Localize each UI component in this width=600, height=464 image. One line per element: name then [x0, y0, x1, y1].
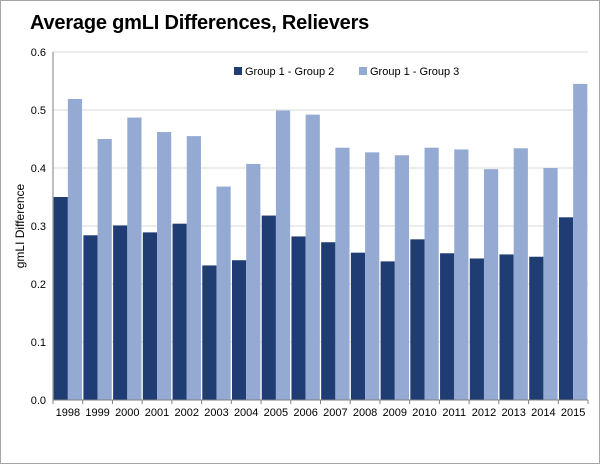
- bar-group1-group2-2014: [529, 256, 544, 400]
- y-tick-label: 0.5: [31, 105, 46, 117]
- bar-group1-group2-2012: [469, 258, 484, 400]
- bar-group1-group2-2004: [231, 260, 247, 400]
- bar-group1-group3-2006: [305, 114, 320, 400]
- bar-group1-group2-2002: [172, 223, 187, 400]
- bar-group1-group2-2010: [410, 239, 425, 400]
- bar-group1-group2-2001: [142, 232, 158, 400]
- bar-group1-group2-2011: [440, 253, 455, 400]
- x-tick-label: 2003: [204, 407, 228, 419]
- x-tick-label: 2006: [293, 407, 317, 419]
- grid-lines: [53, 51, 588, 343]
- x-tick-label: 2001: [145, 407, 169, 419]
- x-tick-label: 2012: [472, 407, 496, 419]
- x-tick-label: 2014: [531, 407, 555, 419]
- bar-group1-group2-2015: [558, 217, 574, 400]
- bar-group1-group3-2002: [186, 136, 201, 400]
- legend-label: Group 1 - Group 2: [245, 66, 334, 78]
- x-tick-label: 2013: [501, 407, 525, 419]
- bar-group1-group2-2005: [261, 215, 276, 400]
- bar-group1-group3-2010: [424, 147, 439, 400]
- legend-label: Group 1 - Group 3: [370, 66, 459, 78]
- axes: [52, 52, 589, 404]
- x-tick-label: 2000: [115, 407, 139, 419]
- y-axis-label: gmLI Difference: [13, 183, 27, 268]
- x-tick-label: 2004: [234, 407, 258, 419]
- legend-swatch: [234, 67, 242, 75]
- x-tick-label: 2005: [264, 407, 288, 419]
- x-tick-label: 2002: [175, 407, 199, 419]
- bar-group1-group3-2005: [275, 110, 291, 400]
- x-tick-label: 2011: [442, 407, 466, 419]
- bar-group1-group2-2008: [350, 252, 366, 400]
- y-tick-label: 0.6: [31, 47, 46, 59]
- legend: Group 1 - Group 2 Group 1 - Group 3: [234, 66, 459, 78]
- bar-group1-group2-2013: [499, 254, 514, 400]
- y-tick-label: 0.4: [31, 163, 46, 175]
- bar-group1-group3-2003: [216, 186, 231, 400]
- bar-group1-group3-1998: [67, 98, 83, 400]
- bar-group1-group3-2011: [454, 149, 469, 400]
- x-tick-label: 2010: [412, 407, 436, 419]
- bar-group1-group3-2014: [543, 168, 558, 400]
- bars: [53, 83, 588, 401]
- bar-group1-group2-1999: [83, 235, 98, 400]
- bar-group1-group2-2003: [202, 265, 217, 400]
- x-tick-label: 1999: [85, 407, 109, 419]
- bar-group1-group2-2000: [113, 225, 128, 400]
- x-tick-label: 2015: [561, 407, 585, 419]
- y-tick-labels: 0.0 0.1 0.2 0.3 0.4 0.5 0.6: [31, 47, 46, 407]
- y-tick-label: 0.0: [31, 395, 46, 407]
- y-tick-label: 0.1: [31, 337, 46, 349]
- bar-group1-group2-2007: [321, 242, 336, 400]
- bar-group1-group2-2009: [380, 261, 395, 400]
- bar-group1-group3-2001: [157, 132, 172, 401]
- bar-group1-group3-2004: [246, 163, 261, 400]
- bar-group1-group3-2000: [127, 117, 142, 400]
- legend-swatch: [359, 67, 367, 75]
- x-tick-label: 2008: [353, 407, 377, 419]
- x-tick-label: 1998: [56, 407, 80, 419]
- y-tick-label: 0.3: [31, 221, 46, 233]
- bar-group1-group3-2015: [573, 83, 588, 401]
- chart-title: Average gmLI Differences, Relievers: [30, 12, 370, 34]
- x-tick-labels: 1998 1999 2000 2001 2002 2003 2004 2005 2006 2007…: [56, 407, 586, 419]
- bar-group1-group3-2008: [365, 152, 380, 400]
- x-tick-label: 2007: [323, 407, 347, 419]
- bar-group1-group3-2012: [483, 169, 499, 400]
- bar-group1-group2-2006: [291, 236, 306, 400]
- bar-group1-group3-1999: [97, 139, 112, 400]
- bar-group1-group2-1998: [53, 197, 68, 400]
- bar-group1-group3-2013: [513, 148, 528, 400]
- bar-group1-group3-2009: [394, 155, 410, 400]
- y-tick-label: 0.2: [31, 279, 46, 291]
- bar-group1-group3-2007: [335, 147, 350, 400]
- x-tick-label: 2009: [383, 407, 407, 419]
